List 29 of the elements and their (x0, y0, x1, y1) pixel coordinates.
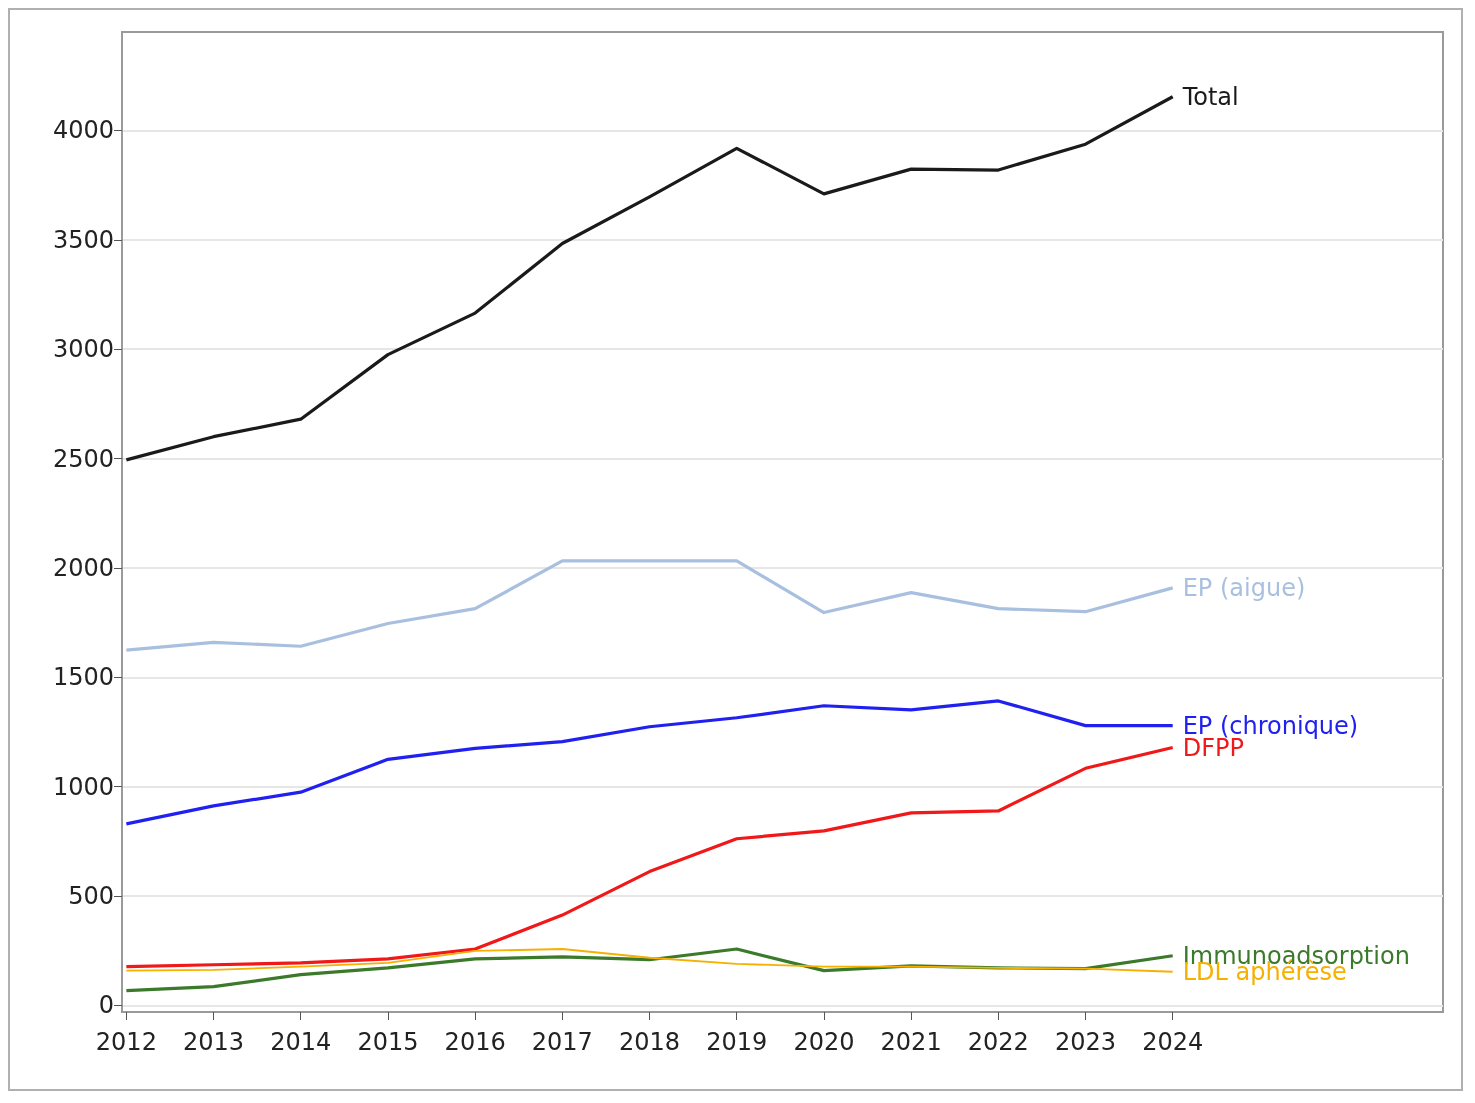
y-tick-label: 2000 (52, 553, 114, 582)
y-tick-label: 4000 (52, 116, 114, 145)
series-label: Total (1181, 82, 1239, 111)
y-tick-label: 500 (68, 882, 114, 911)
x-tick-label: 2022 (967, 1028, 1029, 1056)
line-series (124, 559, 1175, 652)
series-label: EP (aigue) (1182, 573, 1306, 602)
y-tick-label: 3500 (52, 225, 114, 254)
y-tick-label: 1500 (52, 663, 114, 692)
x-tick-label: 2017 (531, 1028, 593, 1056)
y-tick-label: 3000 (52, 335, 114, 364)
x-tick-label: 2013 (183, 1028, 245, 1056)
line-series (124, 745, 1175, 969)
x-tick-label: 2023 (1054, 1028, 1117, 1056)
line-series (124, 699, 1175, 826)
line-series (125, 948, 1174, 973)
y-tick-label: 0 (98, 991, 114, 1020)
x-tick-label: 2020 (793, 1028, 855, 1056)
x-tick-label: 2018 (618, 1028, 681, 1056)
x-tick-label: 2019 (706, 1028, 768, 1056)
x-tick-label: 2015 (357, 1028, 419, 1056)
x-tick-label: 2016 (444, 1028, 506, 1056)
x-tick-label: 2024 (1142, 1028, 1204, 1056)
line-series (124, 95, 1175, 462)
y-tick-label: 1000 (52, 772, 114, 801)
x-tick-label: 2012 (95, 1028, 157, 1056)
y-tick-label: 2500 (52, 444, 114, 473)
x-tick-label: 2021 (880, 1028, 942, 1056)
x-tick-label: 2014 (270, 1028, 332, 1056)
